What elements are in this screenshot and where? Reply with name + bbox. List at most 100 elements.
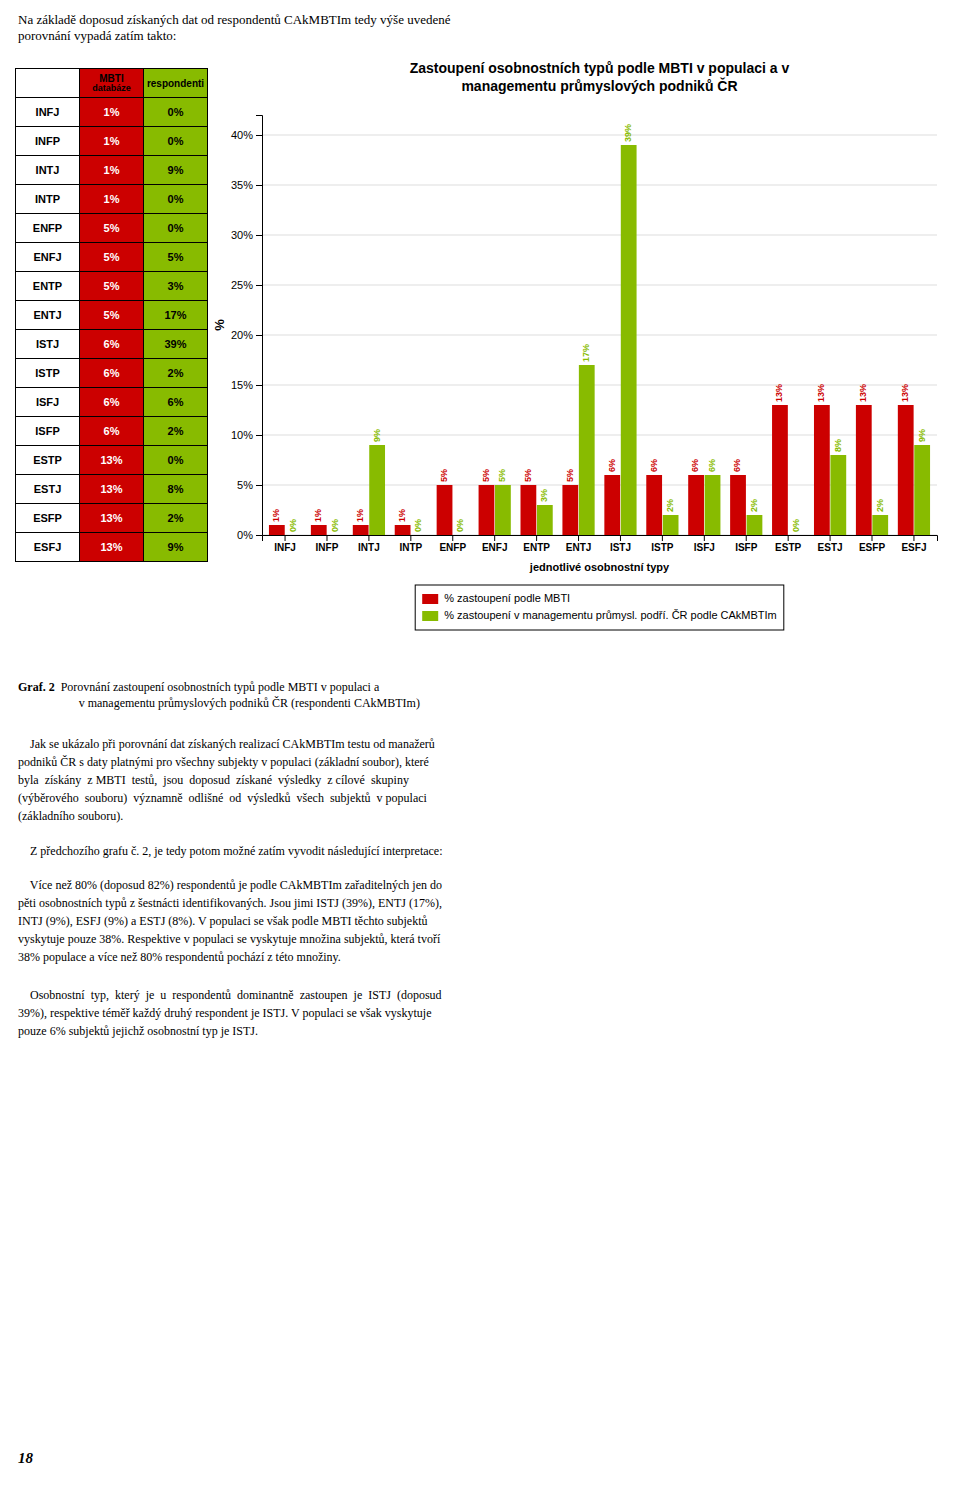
x-tick: INFP	[316, 535, 339, 553]
x-tick-label: ESFP	[859, 542, 885, 553]
table-value-cell: 8%	[144, 475, 208, 504]
bar	[788, 535, 804, 536]
data-label: 1%	[355, 509, 365, 522]
data-label: 9%	[917, 429, 927, 442]
y-tick-mark	[256, 535, 262, 536]
x-tick: ENTP	[523, 535, 550, 553]
x-tick: ISFJ	[694, 535, 715, 553]
y-axis-title: %	[212, 319, 227, 331]
y-tick: 25%	[231, 279, 262, 291]
x-tick: ISTJ	[610, 535, 631, 553]
table-value-cell: 2%	[144, 504, 208, 533]
bar	[604, 475, 620, 535]
y-tick-label: 25%	[231, 279, 253, 291]
bar	[395, 525, 411, 535]
table-value-cell: 5%	[144, 243, 208, 272]
x-tick-mark	[704, 535, 705, 541]
x-tick-label: ENFJ	[482, 542, 508, 553]
grid-line	[262, 385, 937, 386]
table-label-cell: ESFP	[16, 504, 80, 533]
y-tick: 40%	[231, 129, 262, 141]
x-tick-label: ENTP	[523, 542, 550, 553]
bar-series	[369, 145, 930, 535]
y-tick: 5%	[237, 479, 262, 491]
y-tick: 15%	[231, 379, 262, 391]
bar	[411, 535, 427, 536]
x-axis: INFJINFPINTJINTPENFPENFJENTPENTJISTJISTP…	[263, 535, 938, 553]
bar	[898, 405, 914, 535]
table-value-cell: 6%	[80, 417, 144, 446]
table-row: INFJ1%0%	[16, 98, 208, 127]
y-tick-label: 30%	[231, 229, 253, 241]
x-tick-mark	[872, 535, 873, 541]
x-tick-mark	[285, 535, 286, 541]
data-label: 17%	[581, 344, 591, 362]
data-label: 5%	[565, 469, 575, 482]
y-tick-mark	[256, 185, 262, 186]
grid-line	[262, 335, 937, 336]
table-row: ESTJ13%8%	[16, 475, 208, 504]
table-row: ISTJ6%39%	[16, 330, 208, 359]
table-value-cell: 1%	[80, 156, 144, 185]
data-label: 0%	[791, 519, 801, 532]
y-tick-mark	[256, 385, 262, 386]
table-header-cell: MBTIdatabáze	[80, 69, 144, 98]
body-text: Z předchozího grafu č. 2, je tedy potom …	[18, 842, 443, 860]
legend-label: % zastoupení v managementu průmysl. podř…	[444, 609, 777, 621]
x-tick: ENFJ	[482, 535, 508, 553]
table-value-cell: 13%	[80, 475, 144, 504]
table-label-cell: ENFJ	[16, 243, 80, 272]
x-tick-label: ESTP	[775, 542, 801, 553]
bar	[495, 485, 511, 535]
table-row: ENTP5%3%	[16, 272, 208, 301]
bars	[269, 145, 930, 535]
chart-title-line: Zastoupení osobnostních typů podle MBTI …	[410, 60, 790, 76]
x-tick-label: ISFP	[735, 542, 758, 553]
y-tick-label: 20%	[231, 329, 253, 341]
y-tick-mark	[256, 435, 262, 436]
y-tick-label: 15%	[231, 379, 253, 391]
bar	[537, 505, 553, 535]
x-tick: INFJ	[274, 535, 296, 553]
y-tick-label: 35%	[231, 179, 253, 191]
table-label-cell: ENTP	[16, 272, 80, 301]
grid-line	[262, 285, 937, 286]
y-tick-mark	[256, 135, 262, 136]
data-label: 3%	[539, 489, 549, 502]
table-label-cell: ENTJ	[16, 301, 80, 330]
table-value-cell: 0%	[144, 185, 208, 214]
caption-label: Graf. 2	[18, 680, 55, 711]
data-label: 13%	[858, 384, 868, 402]
y-tick-mark	[256, 485, 262, 486]
legend: % zastoupení podle MBTI% zastoupení v ma…	[415, 585, 784, 630]
data-label: 6%	[707, 459, 717, 472]
data-label: 9%	[372, 429, 382, 442]
table-header-row: MBTIdatabázerespondenti	[16, 69, 208, 98]
bar	[856, 405, 872, 535]
data-label: 2%	[749, 499, 759, 512]
y-axis-line	[256, 116, 263, 536]
data-label: 8%	[833, 439, 843, 452]
bar	[520, 485, 536, 535]
x-tick-label: ISTP	[651, 542, 674, 553]
data-label: 0%	[330, 519, 340, 532]
bar	[353, 525, 369, 535]
table-row: ISFP6%2%	[16, 417, 208, 446]
x-tick-mark	[494, 535, 495, 541]
x-tick-mark	[830, 535, 831, 541]
data-label: 39%	[623, 124, 633, 142]
table-label-cell: ISTJ	[16, 330, 80, 359]
table-value-cell: 6%	[80, 359, 144, 388]
table-header-text: MBTI	[80, 73, 143, 84]
page-number: 18	[18, 1450, 33, 1467]
body-text: Více než 80% (doposud 82%) respondentů j…	[18, 876, 442, 966]
bar	[621, 145, 637, 535]
table-value-cell: 0%	[144, 214, 208, 243]
bar	[663, 515, 679, 535]
x-tick-label: INFJ	[274, 542, 296, 553]
body-text: Osobnostní typ, který je u respondentů d…	[18, 986, 442, 1040]
x-tick: ESTJ	[818, 535, 843, 553]
data-label: 0%	[288, 519, 298, 532]
data-label: 6%	[690, 459, 700, 472]
table-row: ENFJ5%5%	[16, 243, 208, 272]
